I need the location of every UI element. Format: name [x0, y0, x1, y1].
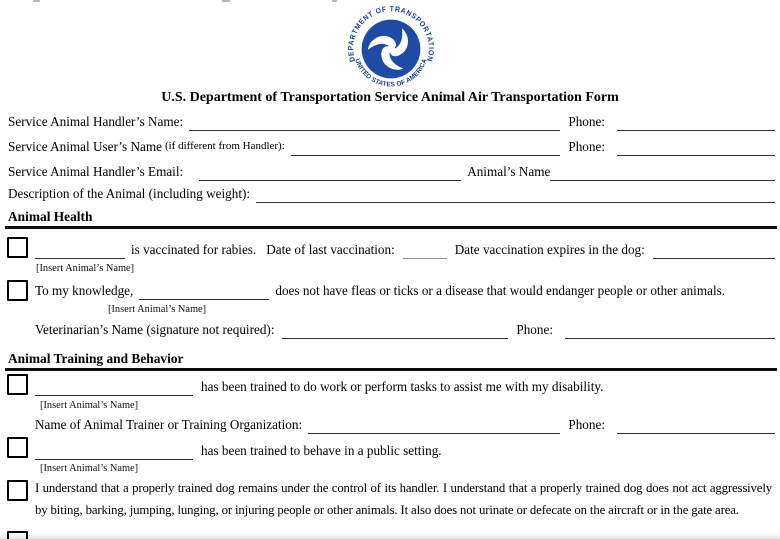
triskelion-icon [367, 28, 409, 70]
tasks-statement: has been trained to do work or perform t… [201, 379, 604, 394]
insert-animal-name-caption: [Insert Animal’s Name] [40, 463, 139, 474]
handler-name-row: Service Animal Handler’s Name: Phone: [8, 112, 775, 131]
tasks-animal-name-field[interactable] [35, 379, 193, 396]
fleas-row: To my knowledge, does not have fleas or … [35, 281, 775, 300]
trainer-name-field[interactable] [308, 417, 561, 434]
trained-tasks-checkbox[interactable] [7, 374, 28, 395]
user-phone-field[interactable] [617, 139, 775, 156]
rabies-animal-name-field[interactable] [35, 242, 125, 259]
rabies-statement: is vaccinated for rabies. [131, 242, 257, 257]
last-vaccination-date-field[interactable] [402, 242, 447, 259]
last-vaccination-label: Date of last vaccination: [266, 242, 395, 257]
trainer-label: Name of Animal Trainer or Training Organ… [35, 417, 303, 432]
phone-label: Phone: [568, 417, 605, 432]
fleas-statement: does not have fleas or ticks or a diseas… [275, 283, 726, 298]
rabies-row: is vaccinated for rabies. Date of last v… [35, 240, 775, 259]
user-name-field[interactable] [290, 139, 561, 156]
rabies-checkbox[interactable] [7, 237, 28, 258]
animal-name-field[interactable] [550, 164, 775, 181]
user-name-qualifier: (if different from Handler): [164, 140, 285, 152]
page-bottom-shade [0, 532, 780, 539]
vaccination-expires-field[interactable] [652, 242, 775, 259]
animal-name-label: Animal’s Name [467, 164, 551, 179]
public-setting-checkbox[interactable] [7, 437, 28, 458]
form-title: U.S. Department of Transportation Servic… [161, 90, 619, 105]
control-statement: I understand that a properly trained dog… [35, 481, 772, 517]
page-edge-artifact [33, 0, 40, 2]
trainer-row: Name of Animal Trainer or Training Organ… [35, 415, 775, 434]
veterinarian-row: Veterinarian’s Name (signature not requi… [35, 320, 775, 339]
trained-tasks-row: has been trained to do work or perform t… [35, 377, 775, 396]
user-name-row: Service Animal User’s Name (if different… [8, 137, 775, 156]
handler-control-checkbox[interactable] [7, 480, 28, 501]
insert-animal-name-caption: [Insert Animal’s Name] [36, 263, 135, 274]
animal-health-heading: Animal Health [8, 209, 93, 224]
vaccination-expires-label: Date vaccination expires in the dog: [454, 242, 645, 257]
handler-phone-field[interactable] [617, 114, 775, 131]
public-animal-name-field[interactable] [35, 443, 193, 460]
partial-checkbox[interactable] [7, 531, 28, 539]
vet-name-label: Veterinarian’s Name (signature not requi… [35, 322, 275, 337]
insert-animal-name-caption: [Insert Animal’s Name] [40, 400, 139, 411]
description-field[interactable] [256, 186, 775, 203]
handler-name-label: Service Animal Handler’s Name: [8, 114, 184, 129]
phone-label: Phone: [516, 322, 553, 337]
dot-seal-logo: DEPARTMENT OF TRANSPORTATION UNITED STAT… [346, 4, 435, 88]
section-rule [5, 368, 777, 371]
trainer-phone-field[interactable] [617, 417, 775, 434]
phone-label: Phone: [568, 114, 605, 129]
fleas-animal-name-field[interactable] [139, 283, 270, 300]
fleas-checkbox[interactable] [7, 280, 28, 301]
section-rule [5, 226, 777, 229]
email-label: Service Animal Handler’s Email: [8, 164, 184, 179]
user-name-label: Service Animal User’s Name [8, 139, 162, 154]
vet-name-field[interactable] [282, 322, 509, 339]
email-row: Service Animal Handler’s Email: Animal’s… [8, 162, 775, 181]
insert-animal-name-caption: [Insert Animal’s Name] [108, 304, 207, 315]
handler-email-field[interactable] [199, 164, 462, 181]
knowledge-prefix: To my knowledge, [35, 283, 134, 298]
description-label: Description of the Animal (including wei… [8, 186, 251, 201]
handler-name-field[interactable] [189, 114, 561, 131]
vet-phone-field[interactable] [565, 322, 775, 339]
phone-label: Phone: [568, 139, 605, 154]
public-statement: has been trained to behave in a public s… [201, 443, 442, 458]
public-setting-row: has been trained to behave in a public s… [35, 441, 775, 460]
page-edge-artifact [332, 0, 337, 2]
description-row: Description of the Animal (including wei… [8, 184, 775, 203]
training-heading: Animal Training and Behavior [8, 351, 184, 366]
page-edge-artifact [222, 0, 230, 2]
